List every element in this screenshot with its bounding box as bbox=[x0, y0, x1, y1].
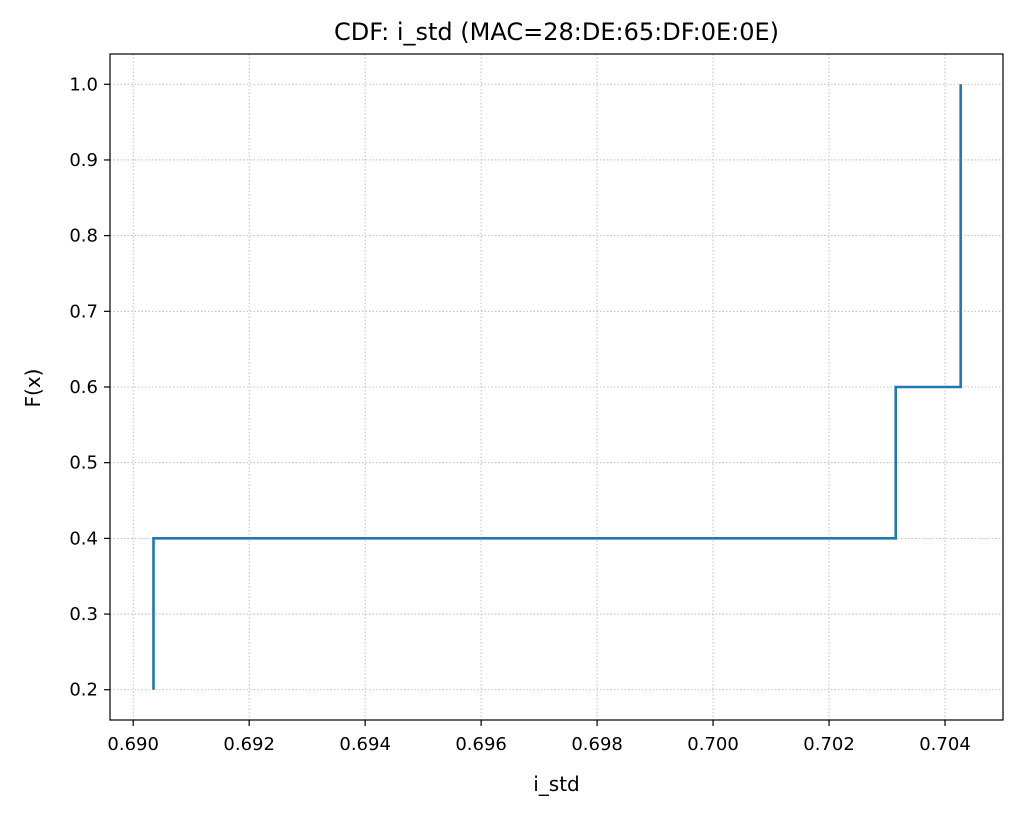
y-tick-label: 0.4 bbox=[69, 528, 98, 549]
x-tick-label: 0.692 bbox=[223, 734, 275, 755]
series-layer bbox=[152, 84, 962, 690]
plot-area-background bbox=[110, 54, 1003, 720]
y-tick-label: 0.9 bbox=[69, 150, 98, 171]
y-axis-label: F(x) bbox=[21, 369, 45, 408]
y-tick-label: 0.2 bbox=[69, 680, 98, 701]
y-tick-label: 0.5 bbox=[69, 453, 98, 474]
x-ticks: 0.690 0.692 0.694 0.696 0.698 0.700 0.702 0.704 bbox=[107, 720, 971, 755]
y-tick-label: 0.7 bbox=[69, 301, 98, 322]
x-tick-label: 0.698 bbox=[571, 734, 623, 755]
x-tick-label: 0.690 bbox=[107, 734, 159, 755]
x-tick-label: 0.696 bbox=[455, 734, 507, 755]
y-tick-label: 0.8 bbox=[69, 226, 98, 247]
y-ticks: 0.2 0.3 0.4 0.5 0.6 0.7 0.8 0.9 1.0 bbox=[69, 74, 110, 701]
x-axis-label: i_std bbox=[533, 772, 580, 796]
x-tick-label: 0.700 bbox=[687, 734, 739, 755]
y-tick-label: 0.3 bbox=[69, 604, 98, 625]
cdf-step-line bbox=[152, 84, 962, 690]
x-tick-label: 0.694 bbox=[339, 734, 391, 755]
x-tick-label: 0.702 bbox=[803, 734, 855, 755]
x-tick-label: 0.704 bbox=[919, 734, 971, 755]
y-tick-label: 1.0 bbox=[69, 74, 98, 95]
y-tick-label: 0.6 bbox=[69, 377, 98, 398]
chart-title: CDF: i_std (MAC=28:DE:65:DF:0E:0E) bbox=[334, 18, 779, 46]
